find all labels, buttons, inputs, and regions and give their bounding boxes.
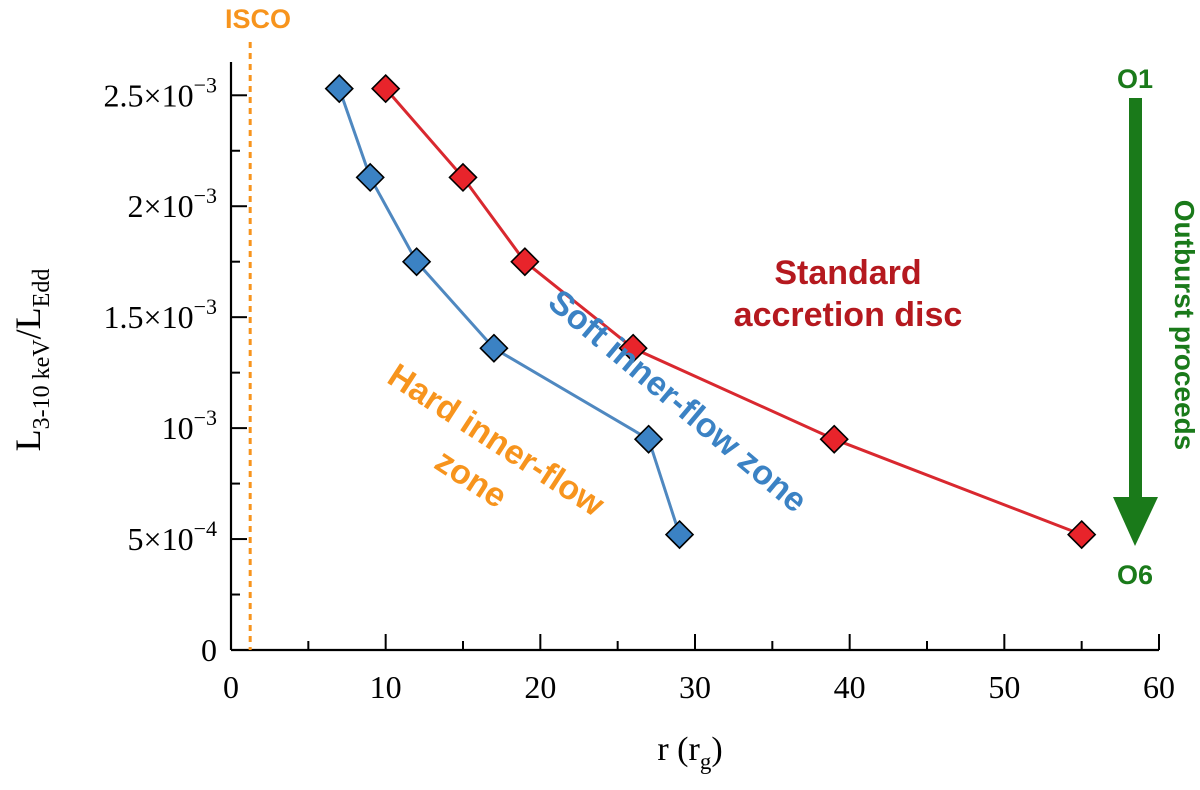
x-tick-label: 30 [679, 669, 711, 705]
x-tick-label: 10 [370, 669, 402, 705]
data-point [1067, 519, 1097, 550]
x-axis-title-main: r (r [657, 731, 700, 768]
y-tick-label: 2×10−3 [128, 183, 217, 224]
x-axis-title: r (rg) [657, 731, 722, 774]
x-axis-title-close: ) [711, 731, 722, 768]
data-point [618, 333, 648, 363]
x-tick-label: 20 [524, 669, 556, 705]
y-axis-title-group: L3-10 keV/LEdd [8, 269, 55, 452]
axes [229, 62, 1159, 652]
x-tick-label: 0 [223, 669, 239, 705]
y-tick-label: 1.5×10−3 [104, 294, 217, 335]
isco-label: ISCO [225, 4, 291, 34]
series-soft-inner-flow [324, 73, 695, 550]
standard-disc-line2: accretion disc [734, 296, 963, 334]
y-tick-label-exponent: −3 [194, 72, 217, 97]
data-point [324, 73, 354, 104]
y-axis-title-sub2: Edd [29, 269, 55, 308]
x-tick-label: 40 [834, 669, 866, 705]
y-tick-label-base: 2.5×10 [104, 77, 194, 113]
y-tick-label-exponent: −3 [194, 294, 217, 319]
data-point [664, 519, 695, 550]
data-point [371, 73, 401, 104]
y-tick-label-base: 0 [201, 632, 217, 668]
outburst-arrow-shaft [1129, 98, 1142, 500]
y-axis-title: L3-10 keV/LEdd [8, 269, 55, 452]
x-tick-label: 60 [1143, 669, 1175, 705]
y-axis-title-mid: /L [8, 307, 48, 339]
standard-disc-line1: Standard [774, 254, 921, 292]
outburst-text: Outburst proceeds [1169, 200, 1200, 450]
data-point [633, 424, 664, 454]
y-tick-label-base: 2×10 [128, 188, 194, 224]
y-axis-title-main: L [8, 429, 48, 451]
y-tick-label-base: 1.5×10 [104, 299, 194, 335]
series-line [384, 87, 1083, 537]
hard-zone-annotation: Hard inner-flow zone [381, 356, 611, 524]
x-tick-label: 50 [988, 669, 1020, 705]
y-tick-label-exponent: −4 [194, 516, 217, 541]
x-axis-title-sub: g [700, 749, 712, 774]
y-tick-label-base: 5×10 [128, 521, 194, 557]
outburst-arrow-head [1113, 497, 1158, 546]
y-tick-label-exponent: −3 [194, 183, 217, 208]
data-point [355, 162, 385, 193]
y-tick-label: 0 [201, 632, 217, 668]
data-point [819, 424, 849, 454]
data-point [448, 162, 478, 193]
series-layer [324, 73, 1097, 550]
y-tick-label-base: 10 [162, 410, 194, 446]
y-axis-title-sub1: 3-10 keV [29, 339, 55, 430]
data-point [479, 333, 509, 363]
y-tick-label-exponent: −3 [194, 405, 217, 430]
tick-marks [230, 94, 1160, 651]
data-point [401, 247, 432, 277]
series-standard-disc [371, 73, 1097, 550]
outburst-arrow-group: O1 O6 Outburst proceeds [1113, 64, 1200, 590]
y-tick-label: 2.5×10−3 [104, 72, 217, 113]
outburst-end-label: O6 [1117, 560, 1153, 590]
y-tick-label: 10−3 [162, 405, 217, 446]
data-point [510, 247, 540, 277]
y-tick-label: 5×10−4 [128, 516, 217, 557]
series-line [337, 88, 681, 536]
tick-labels: 0 10 20 30 40 50 6005×10−410−31.5×10−32×10−32.… [104, 72, 1175, 705]
outburst-start-label: O1 [1117, 64, 1153, 94]
